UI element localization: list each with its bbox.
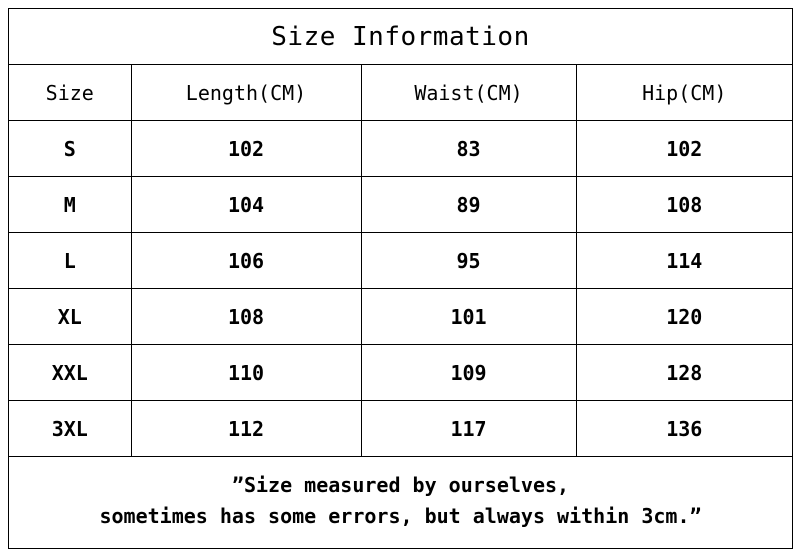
size-table: Size Length(CM) Waist(CM) Hip(CM) S 102 …: [9, 65, 792, 457]
table-row: 3XL 112 117 136: [9, 400, 792, 457]
cell-size: L: [9, 232, 132, 289]
cell-length: 102: [130, 120, 362, 177]
table-row: M 104 89 108: [9, 176, 792, 233]
cell-hip: 128: [575, 344, 792, 401]
header-waist: Waist(CM): [360, 65, 577, 121]
header-size: Size: [9, 65, 132, 121]
cell-waist: 83: [360, 120, 577, 177]
measurement-note: ”Size measured by ourselves, sometimes h…: [9, 454, 792, 548]
cell-hip: 114: [575, 232, 792, 289]
cell-length: 110: [130, 344, 362, 401]
cell-waist: 89: [360, 176, 577, 233]
cell-waist: 109: [360, 344, 577, 401]
cell-waist: 117: [360, 400, 577, 457]
cell-size: M: [9, 176, 132, 233]
cell-size: S: [9, 120, 132, 177]
cell-length: 112: [130, 400, 362, 457]
table-row: XL 108 101 120: [9, 288, 792, 345]
note-line-1: ”Size measured by ourselves,: [231, 473, 570, 497]
header-hip: Hip(CM): [575, 65, 792, 121]
cell-hip: 102: [575, 120, 792, 177]
cell-length: 104: [130, 176, 362, 233]
cell-hip: 136: [575, 400, 792, 457]
cell-length: 108: [130, 288, 362, 345]
cell-size: XXL: [9, 344, 132, 401]
cell-waist: 101: [360, 288, 577, 345]
table-header-row: Size Length(CM) Waist(CM) Hip(CM): [9, 65, 792, 121]
note-line-2: sometimes has some errors, but always wi…: [99, 504, 702, 528]
cell-hip: 120: [575, 288, 792, 345]
header-length: Length(CM): [130, 65, 362, 121]
table-row: XXL 110 109 128: [9, 344, 792, 401]
cell-size: 3XL: [9, 400, 132, 457]
cell-size: XL: [9, 288, 132, 345]
table-row: S 102 83 102: [9, 120, 792, 177]
cell-hip: 108: [575, 176, 792, 233]
cell-length: 106: [130, 232, 362, 289]
chart-title: Size Information: [9, 9, 792, 65]
size-chart: Size Information Size Length(CM) Waist(C…: [8, 8, 793, 549]
table-row: L 106 95 114: [9, 232, 792, 289]
cell-waist: 95: [360, 232, 577, 289]
